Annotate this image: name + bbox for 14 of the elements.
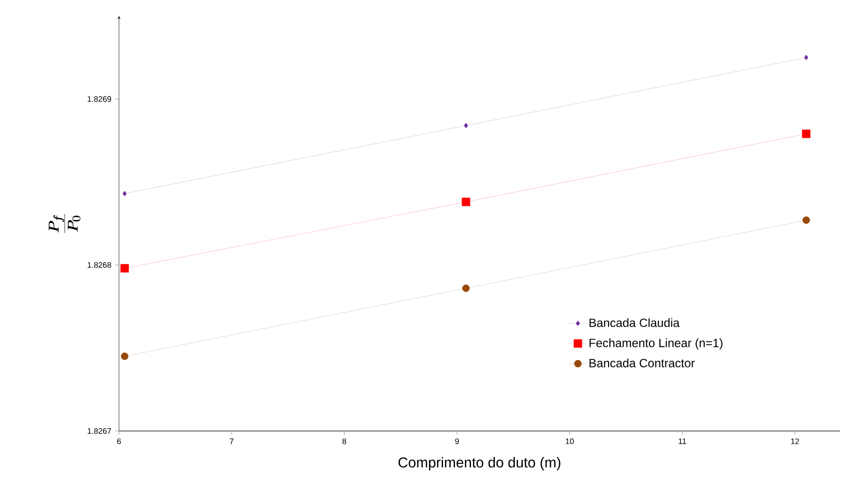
point [120, 264, 129, 273]
point [804, 54, 808, 60]
point [462, 284, 470, 292]
legend-label: Bancada Claudia [590, 318, 680, 328]
y-axis-title: $\frac{P_f}{P_0}$ [48, 214, 80, 233]
x-axis-title: Comprimento do duto (m) [398, 457, 560, 470]
point [120, 352, 128, 360]
legend-label: Bancada Contractor [590, 358, 695, 368]
point [802, 130, 810, 138]
point [122, 190, 127, 196]
point [462, 198, 470, 206]
point [464, 122, 468, 128]
legend-label: Fechamento Linear (n=1) [590, 338, 722, 350]
point [802, 216, 810, 224]
